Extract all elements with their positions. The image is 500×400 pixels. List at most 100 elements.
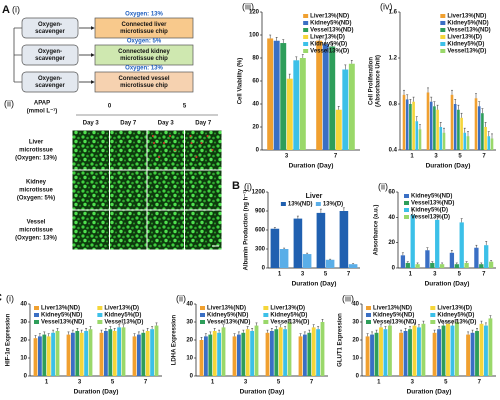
bar: [99, 332, 104, 376]
y-tick-label: 0: [392, 266, 396, 272]
bar: [433, 106, 436, 150]
row-label: microtissue: [19, 228, 53, 234]
legend-swatch: [280, 202, 286, 206]
bar: [425, 250, 430, 268]
legend-swatch: [303, 28, 309, 32]
error-bar: [283, 247, 286, 249]
y-tick-label: 0.4: [389, 148, 398, 154]
bar: [199, 340, 204, 376]
x-axis-label: Duration (Day): [289, 163, 334, 170]
bar: [459, 222, 464, 268]
bar: [278, 327, 283, 376]
legend-swatch: [404, 215, 409, 219]
x-tick-label: 7: [310, 380, 314, 386]
legend-label: Kidney5%(D): [437, 313, 474, 319]
bar: [408, 329, 412, 376]
error-bar: [443, 127, 445, 133]
y-axis-label: HIF-1α Expression: [6, 313, 12, 366]
y-tick-label: 80: [252, 56, 259, 62]
error-bar: [454, 99, 457, 104]
y-axis-label: Absorbance (a.u.): [374, 205, 380, 256]
legend-label: Vessel13%(ND): [207, 320, 250, 326]
bar: [241, 332, 246, 376]
error-bar: [415, 116, 418, 122]
bar: [399, 332, 404, 376]
error-bar: [478, 101, 481, 107]
error-bar: [450, 250, 453, 253]
bar: [322, 44, 329, 151]
bar: [204, 336, 208, 376]
bar: [410, 214, 415, 268]
bar: [283, 329, 287, 376]
legend-swatch: [263, 313, 269, 317]
legend-swatch: [303, 35, 309, 39]
error-bar: [401, 252, 404, 256]
legend-label: Vessel13%(ND): [41, 320, 84, 326]
legend-swatch: [200, 320, 205, 324]
bar: [104, 331, 108, 376]
bar: [460, 117, 463, 150]
error-bar: [467, 331, 470, 335]
error-bar: [222, 324, 225, 328]
micrograph: [147, 170, 184, 210]
error-bar: [439, 122, 442, 127]
bar: [466, 334, 471, 376]
y-tick-label: 1200: [252, 190, 266, 196]
micrograph: [185, 210, 222, 250]
error-bar: [431, 261, 434, 263]
bar: [303, 334, 307, 376]
legend-label: Vessel13%(D): [447, 49, 486, 55]
error-bar: [342, 207, 345, 211]
legend-label: 13%(D): [323, 202, 343, 208]
bar: [293, 218, 303, 268]
bar: [270, 228, 280, 268]
x-tick-label: 7: [334, 154, 338, 160]
y-tick-label: 20: [20, 338, 27, 344]
error-bar: [329, 258, 332, 260]
y-tick-label: 0: [256, 148, 260, 154]
bar: [379, 327, 383, 376]
dead-cell: [195, 156, 198, 158]
bar: [426, 92, 430, 150]
x-tick-label: 5: [458, 272, 462, 278]
error-bar: [296, 215, 299, 219]
chip-text: microtissue chip: [120, 83, 168, 89]
bar: [267, 38, 274, 151]
bar: [339, 211, 349, 268]
row-label: (Oxygen: 13%): [15, 236, 57, 242]
error-bar: [52, 329, 55, 333]
y-axis-label: (Absorbance Unit): [376, 55, 382, 107]
legend-label: Liver13%(ND): [41, 306, 80, 312]
legend-label: Kidney5%(D): [411, 208, 448, 214]
legend-label: Vessel13%(D): [104, 320, 143, 326]
error-bar: [213, 328, 216, 331]
bar: [405, 99, 409, 150]
bar: [488, 318, 493, 376]
dead-cell: [189, 135, 192, 137]
y-tick-label: 40: [388, 215, 395, 221]
legend-swatch: [440, 49, 446, 53]
error-bar: [255, 322, 258, 326]
error-bar: [233, 333, 236, 337]
legend-label: Kidney5%(ND): [411, 194, 452, 200]
chip-text: Connected vessel: [118, 76, 169, 82]
bar: [374, 332, 379, 376]
dead-cell: [158, 156, 160, 158]
bar: [279, 249, 289, 268]
bar: [454, 322, 459, 376]
error-bar: [438, 326, 441, 330]
legend-swatch: [34, 306, 39, 310]
bar: [79, 332, 84, 376]
bar: [84, 331, 88, 376]
day-label: Day 7: [195, 121, 212, 127]
chip-text: Connected liver: [121, 22, 167, 28]
x-tick-label: 5: [458, 154, 462, 160]
error-bar: [484, 322, 487, 326]
bar: [316, 329, 320, 376]
panel-label: C: [0, 292, 2, 304]
error-bar: [155, 322, 158, 326]
bar: [441, 325, 446, 376]
error-bar: [366, 333, 369, 337]
bar: [466, 136, 470, 150]
